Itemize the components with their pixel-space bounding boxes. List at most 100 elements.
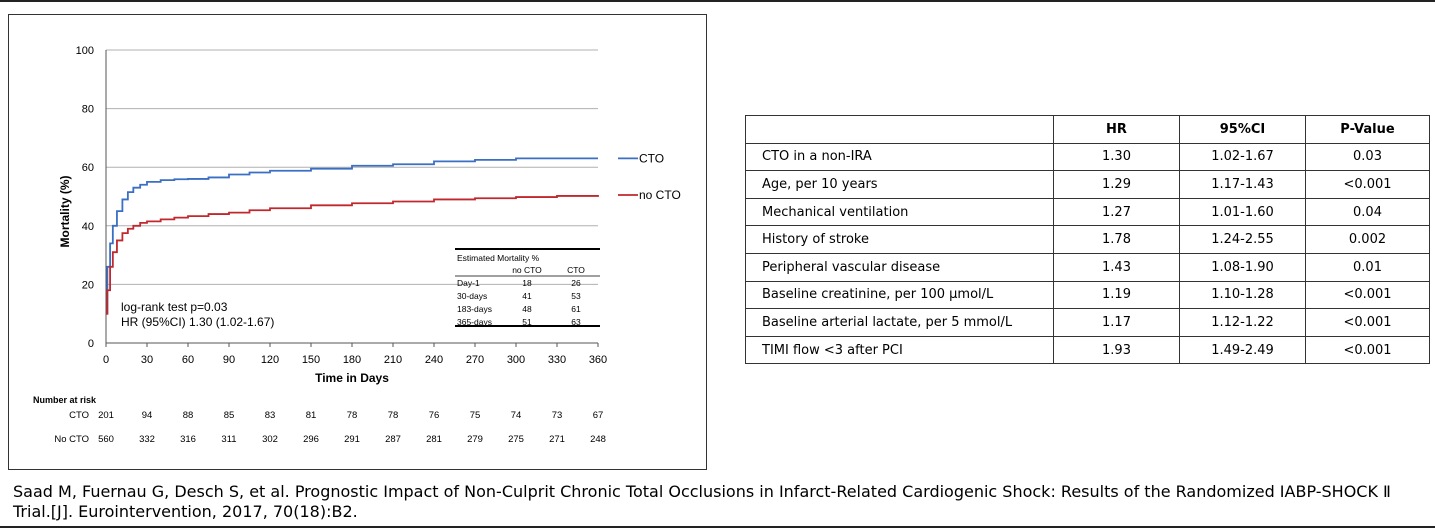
pvalue-cell: 0.01 (1305, 252, 1430, 282)
table-header-row: HR 95%CI P-Value (745, 115, 1430, 144)
x-tick-label: 30 (141, 354, 153, 366)
variable-cell: Baseline arterial lactate, per 5 mmol/L (745, 308, 1054, 337)
y-axis-title: Mortality (%) (58, 175, 72, 247)
inset-title: Estimated Mortality % (457, 253, 540, 263)
risk-value: 74 (511, 410, 522, 421)
ci-cell: 1.17-1.43 (1179, 170, 1306, 199)
ci-cell: 1.10-1.28 (1179, 280, 1306, 310)
table-row: Mechanical ventilation 1.27 1.01-1.60 0.… (745, 197, 1430, 227)
hr-cell: 1.93 (1053, 335, 1180, 365)
risk-value: 85 (224, 410, 235, 421)
risk-value: 287 (385, 434, 401, 445)
hr-cell: 1.17 (1053, 308, 1180, 337)
risk-value: 67 (593, 410, 604, 421)
ci-cell: 1.24-2.55 (1179, 225, 1306, 254)
bottom-rule (0, 526, 1435, 528)
km-chart: 0 20 40 60 80 100 0 30 60 90 120 150 180 210 240 270 300… (33, 45, 681, 445)
risk-value: 73 (552, 410, 563, 421)
y-tick-label: 100 (76, 45, 94, 57)
inset-value: 48 (522, 304, 532, 314)
pvalue-cell: 0.03 (1305, 142, 1430, 172)
hr-cell: 1.19 (1053, 280, 1180, 310)
citation-text: Saad M, Fuernau G, Desch S, et al. Progn… (13, 482, 1391, 521)
legend-label: no CTO (639, 188, 681, 202)
x-tick-label: 210 (384, 354, 402, 366)
x-tick-label: 360 (589, 354, 607, 366)
ci-cell: 1.12-1.22 (1179, 308, 1306, 337)
pvalue-cell: <0.001 (1305, 335, 1430, 365)
x-tick-label: 180 (343, 354, 361, 366)
variable-cell: Mechanical ventilation (745, 197, 1054, 227)
table-row: Baseline creatinine, per 100 μmol/L 1.19… (745, 280, 1430, 310)
variable-cell: Baseline creatinine, per 100 μmol/L (745, 280, 1054, 310)
x-tick-label: 150 (302, 354, 320, 366)
hr-cell: 1.27 (1053, 197, 1180, 227)
hr-cell: 1.30 (1053, 142, 1180, 172)
pvalue-cell: <0.001 (1305, 308, 1430, 337)
hazard-ratio-table: HR 95%CI P-Value CTO in a non-IRA 1.30 1… (745, 115, 1430, 365)
risk-value: 83 (265, 410, 276, 421)
annotation-text: HR (95%CI) 1.30 (1.02-1.67) (121, 315, 274, 329)
table-row: CTO in a non-IRA 1.30 1.02-1.67 0.03 (745, 142, 1430, 172)
risk-value: 296 (303, 434, 319, 445)
risk-value: 302 (262, 434, 278, 445)
table-row: Peripheral vascular disease 1.43 1.08-1.… (745, 252, 1430, 282)
risk-value: 81 (306, 410, 317, 421)
inset-col-header: no CTO (512, 265, 542, 275)
risk-value: 316 (180, 434, 196, 445)
ci-cell: 1.49-2.49 (1179, 335, 1306, 365)
hr-cell: 1.43 (1053, 252, 1180, 282)
pvalue-cell: <0.001 (1305, 170, 1430, 199)
y-tick-label: 60 (82, 162, 94, 174)
risk-value: 78 (388, 410, 399, 421)
risk-value: 311 (221, 434, 236, 445)
variable-cell: TIMI flow <3 after PCI (745, 335, 1054, 365)
risk-value: 560 (98, 434, 114, 445)
inset-row-label: 183-days (457, 304, 492, 314)
hr-cell: 1.29 (1053, 170, 1180, 199)
header-ci: 95%CI (1179, 115, 1306, 144)
inset-row-label: Day-1 (457, 278, 480, 288)
risk-value: 78 (347, 410, 358, 421)
header-hr: HR (1053, 115, 1180, 144)
header-pvalue: P-Value (1305, 115, 1430, 144)
inset-value: 18 (522, 278, 532, 288)
x-tick-label: 240 (425, 354, 443, 366)
x-tick-label: 270 (466, 354, 484, 366)
inset-value: 61 (571, 304, 581, 314)
inset-value: 53 (571, 291, 581, 301)
risk-value: 271 (549, 434, 565, 445)
header-variable (745, 115, 1054, 144)
risk-value: 75 (470, 410, 481, 421)
x-tick-label: 90 (223, 354, 235, 366)
series-line-no-cto (106, 195, 599, 315)
risk-value: 248 (590, 434, 606, 445)
x-axis-title: Time in Days (315, 371, 389, 385)
risk-table-title: Number at risk (33, 395, 97, 405)
risk-value: 281 (426, 434, 442, 445)
inset-col-header: CTO (567, 265, 585, 275)
y-tick-label: 40 (82, 221, 94, 233)
x-tick-label: 0 (103, 354, 109, 366)
risk-row-label: No CTO (54, 434, 89, 445)
y-tick-label: 80 (82, 104, 94, 116)
table-row: Baseline arterial lactate, per 5 mmol/L … (745, 308, 1430, 337)
x-tick-label: 300 (507, 354, 525, 366)
inset-value: 26 (571, 278, 581, 288)
risk-row-label: CTO (69, 410, 89, 421)
x-tick-label: 120 (261, 354, 279, 366)
variable-cell: Peripheral vascular disease (745, 252, 1054, 282)
inset-value: 41 (522, 291, 532, 301)
km-chart-frame: 0 20 40 60 80 100 0 30 60 90 120 150 180 210 240 270 300… (8, 14, 707, 470)
inset-value: 63 (571, 317, 581, 327)
ci-cell: 1.01-1.60 (1179, 197, 1306, 227)
pvalue-cell: <0.001 (1305, 280, 1430, 310)
inset-row-label: 365-days (457, 317, 492, 327)
risk-value: 94 (142, 410, 153, 421)
y-tick-label: 20 (82, 279, 94, 291)
ci-cell: 1.02-1.67 (1179, 142, 1306, 172)
table-row: Age, per 10 years 1.29 1.17-1.43 <0.001 (745, 170, 1430, 199)
risk-value: 332 (139, 434, 155, 445)
risk-value: 275 (508, 434, 524, 445)
inset-row-label: 30-days (457, 291, 487, 301)
